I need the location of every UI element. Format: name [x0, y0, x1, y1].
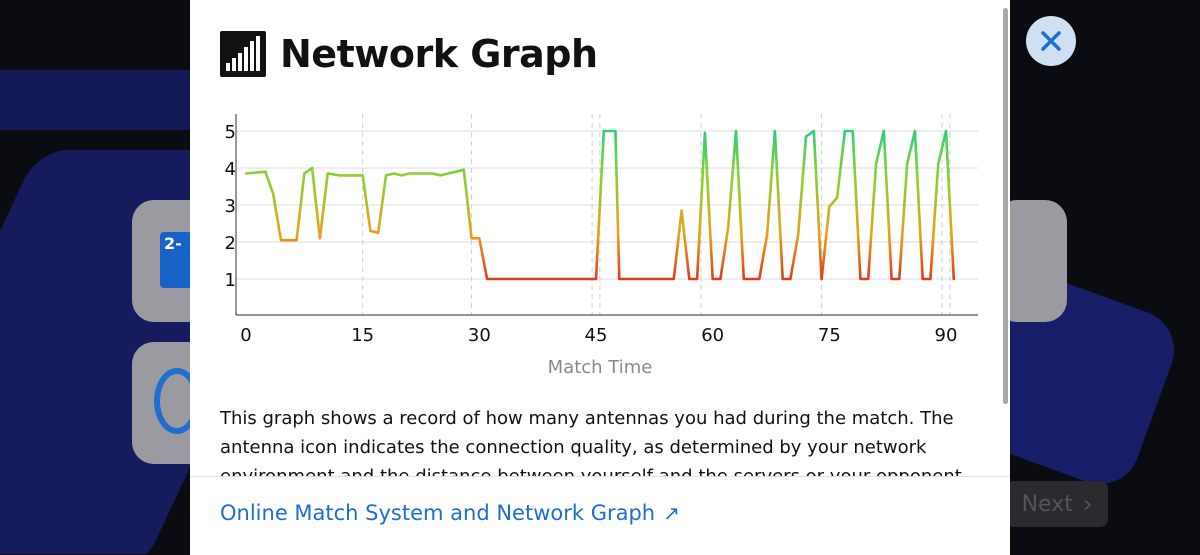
chevron-right-icon: › [1082, 490, 1093, 518]
network-graph-chart: 1 2 3 4 5 0 15 30 45 60 75 90 Match Time [210, 100, 990, 390]
x-tick-label: 45 [585, 325, 608, 346]
next-button[interactable]: Next › [1006, 481, 1108, 527]
x-tick-label: 30 [468, 325, 491, 346]
x-tick-label: 0 [240, 325, 251, 346]
signal-bars-icon [220, 31, 266, 77]
x-tick-label: 60 [701, 325, 724, 346]
scrollbar[interactable] [1003, 8, 1008, 404]
y-tick-label: 2 [225, 233, 236, 254]
background-shape [0, 70, 200, 130]
y-tick-label: 5 [225, 122, 236, 143]
page-title: Network Graph [280, 32, 598, 76]
y-tick-label: 1 [225, 270, 236, 291]
dialog-footer: Online Match System and Network Graph ↗ [190, 476, 1010, 555]
external-arrow-icon: ↗ [663, 501, 680, 525]
y-tick-label: 3 [225, 196, 236, 217]
x-tick-label: 15 [351, 325, 374, 346]
y-tick-label: 4 [225, 159, 236, 180]
antenna-series-line [244, 129, 956, 281]
x-axis-title: Match Time [548, 357, 653, 378]
x-tick-label: 90 [935, 325, 958, 346]
document-icon: 2- [160, 232, 192, 288]
close-icon [1041, 31, 1061, 51]
footer-link-label: Online Match System and Network Graph [220, 501, 656, 525]
document-icon-text: 2- [164, 234, 182, 253]
next-button-label: Next [1021, 491, 1073, 517]
close-button[interactable] [1026, 16, 1076, 66]
network-graph-dialog: Network Graph 1 2 3 4 5 0 15 30 45 60 75 90 Match Ti… [190, 0, 1010, 554]
online-match-system-link[interactable]: Online Match System and Network Graph ↗ [220, 501, 680, 525]
dialog-header: Network Graph [220, 30, 598, 78]
x-tick-label: 75 [818, 325, 841, 346]
